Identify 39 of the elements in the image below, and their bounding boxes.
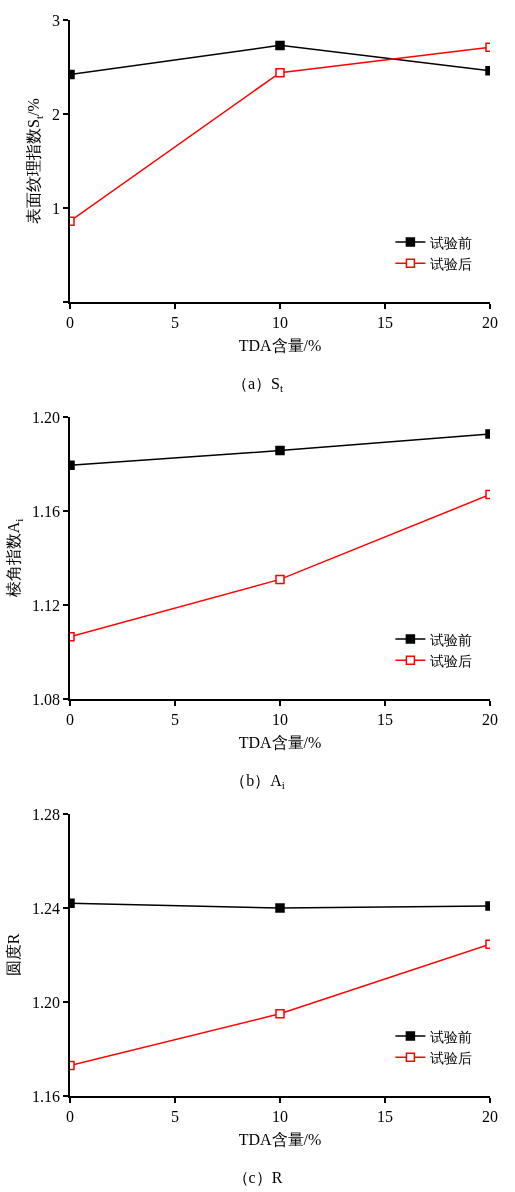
y-tick-label: 1.24	[32, 899, 61, 917]
y-tick-label: 1.16	[32, 1087, 61, 1105]
x-tick-label: 20	[482, 710, 498, 728]
x-tick-label: 5	[171, 313, 179, 331]
x-tick-label: 20	[482, 1107, 498, 1125]
y-tick-label: 1.08	[32, 690, 61, 708]
x-tick-label: 15	[377, 1107, 393, 1125]
y-tick-label: 1.20	[32, 408, 61, 426]
x-tick-label: 0	[66, 1107, 74, 1125]
legend-label: 试验后	[430, 256, 473, 272]
legend-label: 试验前	[430, 1029, 473, 1045]
y-tick-label: 3	[52, 11, 61, 29]
legend-label: 试验后	[430, 653, 473, 669]
x-axis-title: TDA含量/%	[238, 734, 322, 752]
y-tick-label: 2	[52, 105, 61, 123]
y-tick-label: 1.20	[32, 993, 61, 1011]
text: （c）R	[232, 1169, 283, 1187]
x-tick-label: 0	[66, 710, 74, 728]
x-tick-label: 0	[66, 313, 74, 331]
x-tick-label: 10	[272, 313, 288, 331]
x-tick-label: 15	[377, 710, 393, 728]
y-tick-label: 1.12	[32, 596, 61, 614]
x-tick-label: 5	[171, 1107, 179, 1125]
x-tick-label: 10	[272, 710, 288, 728]
text: （a）S$_{t}$	[231, 375, 284, 395]
y-tick-label: 1.28	[32, 805, 61, 823]
x-tick-label: 15	[377, 313, 393, 331]
legend-label: 试验前	[430, 235, 473, 251]
x-tick-label: 20	[482, 313, 498, 331]
y-tick-label: 1	[52, 199, 61, 217]
x-axis-title: TDA含量/%	[238, 1131, 322, 1149]
legend-label: 试验前	[430, 632, 473, 648]
x-tick-label: 5	[171, 710, 179, 728]
text: （b）A$_{i}$	[230, 772, 285, 792]
y-tick-label: 1.16	[32, 502, 61, 520]
x-tick-label: 10	[272, 1107, 288, 1125]
x-axis-title: TDA含量/%	[238, 337, 322, 355]
y-axis-title: 圆度R	[5, 933, 23, 977]
legend-label: 试验后	[430, 1050, 473, 1066]
